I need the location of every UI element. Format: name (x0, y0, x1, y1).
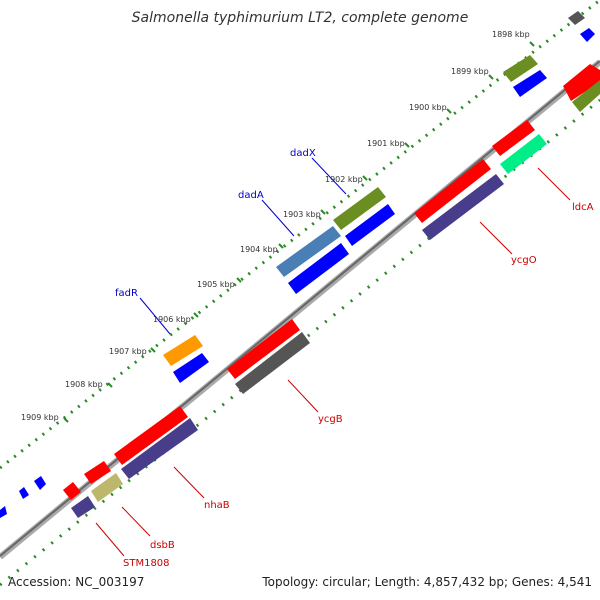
gene-label-ldcA[interactable]: ldcA (572, 202, 594, 213)
forward-gene-labels: dadX dadA fadR (115, 148, 347, 335)
feature-ycgO (422, 174, 504, 240)
tick-label: 1900 kbp (409, 103, 447, 112)
feature-olive-1902 (333, 187, 386, 230)
label-leader (173, 466, 205, 499)
feature-red-ycgB (227, 319, 300, 379)
map-title: Salmonella typhimurium LT2, complete gen… (132, 10, 469, 26)
tick-mark (362, 175, 368, 181)
tick-label: 1904 kbp (240, 245, 278, 254)
gene-label-dadA[interactable]: dadA (238, 190, 264, 201)
tick-label: 1907 kbp (109, 347, 147, 356)
feature-red-dsbB (84, 461, 111, 484)
feature-nhaB (121, 418, 198, 479)
feature-red-STM1808 (63, 482, 81, 500)
tick-label: 1908 kbp (65, 380, 103, 389)
feature-red-ycgO (414, 159, 491, 223)
tick-mark (63, 417, 69, 423)
label-leader (95, 522, 125, 557)
tick-label: 1903 kbp (283, 210, 321, 219)
tick-label: 1902 kbp (325, 175, 363, 184)
outer-features (0, 11, 595, 518)
feature-red-nhaB (114, 406, 188, 465)
tick-mark (488, 74, 494, 80)
gene-label-fadR[interactable]: fadR (115, 288, 138, 299)
label-leader (537, 167, 571, 201)
tick-label: 1898 kbp (492, 30, 530, 39)
tick-mark (107, 382, 113, 388)
feature-dadA (276, 226, 341, 277)
feature-blue-1902 (345, 204, 395, 246)
feature-olive-right (572, 80, 600, 112)
gene-label-ycgO[interactable]: ycgO (511, 255, 537, 266)
gene-label-STM1808[interactable]: STM1808 (123, 558, 170, 569)
label-leader (139, 297, 171, 335)
tick-label: 1899 kbp (451, 67, 489, 76)
feature-blue-fadR (173, 353, 209, 383)
tick-label: 1909 kbp (21, 413, 59, 422)
label-leader (311, 157, 347, 195)
label-leader (287, 379, 319, 413)
feature-fadR (163, 335, 203, 366)
reverse-gene-labels: ldcA ycgO ycgB nhaB dsbB STM1808 (95, 167, 594, 569)
tick-mark (193, 312, 199, 318)
tick-mark (278, 243, 284, 249)
feature-blue-small-1 (34, 476, 46, 490)
gene-label-dsbB[interactable]: dsbB (150, 540, 175, 551)
gene-label-dadX[interactable]: dadX (290, 148, 316, 159)
feature-blue-dadA (288, 243, 349, 294)
tick-mark (150, 347, 156, 353)
feature-STM1808 (71, 496, 95, 518)
feature-olive-1899 (503, 55, 538, 82)
feature-dsbB (91, 473, 123, 502)
tick-label: 1906 kbp (153, 315, 191, 324)
accession-text: Accession: NC_003197 (8, 575, 144, 589)
feature-blue-1899 (513, 70, 547, 97)
feature-blue-small-2 (19, 487, 29, 499)
tick-label: 1905 kbp (197, 280, 235, 289)
feature-ycgB (235, 332, 310, 394)
tick-mark (529, 41, 535, 47)
gene-label-ycgB[interactable]: ycgB (318, 414, 343, 425)
tick-mark (236, 277, 242, 283)
feature-blue-small-3 (0, 506, 7, 518)
tick-label: 1901 kbp (367, 139, 405, 148)
label-leader (121, 506, 151, 537)
feature-blue-top (580, 28, 595, 42)
tick-labels: 1898 kbp 1899 kbp 1900 kbp 1901 kbp 1902… (21, 30, 535, 423)
tick-mark (320, 209, 326, 215)
genome-summary-text: Topology: circular; Length: 4,857,432 bp… (261, 575, 592, 589)
gene-label-nhaB[interactable]: nhaB (204, 500, 230, 511)
tick-mark (404, 142, 410, 148)
feature-ldcA (500, 134, 547, 174)
feature-red-right (563, 64, 600, 101)
feature-red-ldcA-1 (492, 120, 535, 156)
inner-features (63, 64, 600, 518)
outer-tick-track (0, 0, 600, 470)
label-leader (479, 221, 513, 255)
feature-gray-top (568, 11, 585, 25)
tick-mark (446, 108, 452, 114)
label-leader (261, 199, 295, 237)
